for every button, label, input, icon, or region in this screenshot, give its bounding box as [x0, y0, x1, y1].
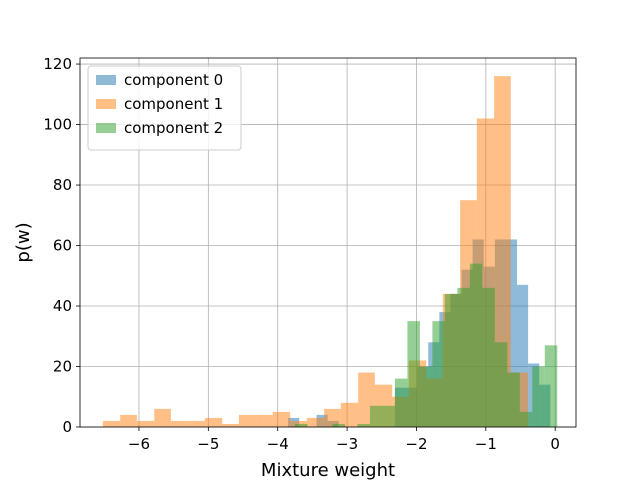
histogram-bar — [256, 414, 273, 427]
histogram-bar — [102, 420, 121, 427]
x-tick-label: −6 — [128, 435, 150, 453]
histogram-bar — [432, 321, 445, 427]
histogram-bar — [419, 366, 433, 427]
histogram-bar — [154, 408, 171, 427]
x-tick-label: −5 — [197, 435, 219, 453]
histogram-bar — [532, 366, 545, 427]
legend-label: component 0 — [124, 71, 223, 89]
legend-label: component 1 — [124, 95, 223, 113]
y-tick-label: 0 — [62, 418, 72, 436]
y-tick-label: 100 — [43, 116, 72, 134]
x-tick-label: 0 — [550, 435, 560, 453]
y-axis-label: p(w) — [13, 222, 34, 262]
x-axis-ticks: −6 −5 −4 −3 −2 −1 0 — [128, 427, 560, 453]
plot-frame — [79, 57, 577, 428]
histogram-bar — [204, 417, 223, 427]
series-2-bars — [295, 263, 558, 427]
histogram-bar — [170, 420, 189, 427]
histogram-bar — [136, 420, 155, 427]
y-tick-label: 40 — [53, 297, 72, 315]
histogram-bar — [482, 287, 495, 427]
histogram-bar — [306, 417, 325, 427]
histogram-bar — [222, 423, 239, 427]
y-tick-label: 80 — [53, 176, 72, 194]
histogram-bar — [332, 423, 345, 427]
histogram-bar — [369, 405, 383, 427]
histogram-bar — [340, 402, 359, 427]
histogram-bar — [120, 414, 137, 427]
x-tick-label: −4 — [267, 435, 289, 453]
x-axis-label: Mixture weight — [261, 460, 395, 480]
histogram-bar — [324, 408, 341, 427]
histogram-bar — [444, 293, 458, 427]
y-axis-ticks: 0 20 40 60 80 100 120 — [43, 55, 80, 436]
histogram-bar — [382, 405, 395, 427]
legend-swatch — [96, 75, 116, 85]
histogram-bars — [102, 76, 558, 428]
legend-swatch — [96, 99, 116, 109]
histogram-bar — [494, 342, 508, 427]
histogram-bar — [407, 321, 420, 427]
x-tick-label: −2 — [405, 435, 427, 453]
histogram-bar — [188, 420, 205, 427]
legend: component 0 component 1 component 2 — [87, 65, 242, 151]
histogram-bar — [394, 378, 408, 427]
x-tick-label: −1 — [475, 435, 497, 453]
legend-swatch — [96, 123, 116, 133]
y-tick-label: 120 — [43, 55, 72, 73]
y-tick-label: 20 — [53, 358, 72, 376]
histogram-bar — [457, 287, 470, 427]
histogram-bar — [544, 345, 558, 427]
histogram-bar — [517, 284, 529, 427]
legend-box — [87, 65, 242, 151]
histogram-bar — [238, 414, 257, 427]
legend-label: component 2 — [124, 119, 223, 137]
y-tick-label: 60 — [53, 237, 72, 255]
histogram-bar — [469, 263, 483, 427]
histogram-bar — [357, 423, 370, 427]
histogram-bar — [295, 423, 308, 427]
histogram-bar — [519, 411, 533, 427]
histogram-bar — [494, 76, 511, 428]
histogram-bar — [272, 411, 291, 427]
x-tick-label: −3 — [336, 435, 358, 453]
histogram-bar — [507, 372, 520, 427]
histogram-bar — [505, 239, 518, 427]
